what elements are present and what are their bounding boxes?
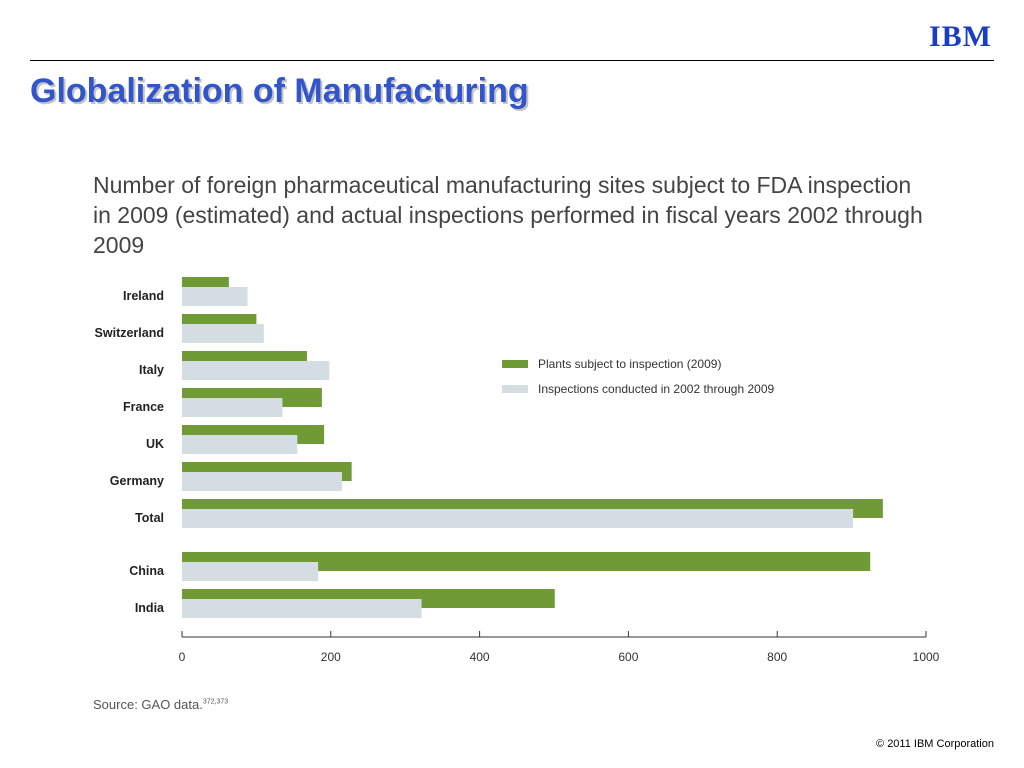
bar-france-inspections: [182, 398, 283, 417]
x-tick-label-200: 200: [321, 650, 341, 664]
category-label-switzerland: Switzerland: [95, 326, 164, 340]
slide-title: Globalization of Manufacturing: [30, 72, 529, 110]
legend-label-plants: Plants subject to inspection (2009): [538, 357, 721, 371]
legend-label-inspections: Inspections conducted in 2002 through 20…: [538, 382, 775, 396]
footer-copyright: © 2011 IBM Corporation: [876, 738, 994, 750]
x-tick-label-0: 0: [179, 650, 186, 664]
category-label-italy: Italy: [139, 363, 164, 377]
category-label-total: Total: [135, 511, 164, 525]
bar-switzerland-inspections: [182, 324, 264, 343]
source-note: Source: GAO data.372,373: [93, 697, 228, 712]
legend-swatch-inspections: [502, 385, 528, 393]
bar-india-inspections: [182, 599, 422, 618]
source-refs: 372,373: [202, 698, 229, 706]
ibm-logo: IBM: [927, 20, 994, 53]
category-label-france: France: [123, 400, 164, 414]
bar-ireland-inspections: [182, 287, 248, 306]
chart-title: Number of foreign pharmaceutical manufac…: [93, 172, 923, 258]
bar-uk-inspections: [182, 435, 298, 454]
header-divider: [30, 60, 994, 61]
bar-italy-inspections: [182, 361, 330, 380]
x-tick-label-400: 400: [470, 650, 490, 664]
legend-swatch-plants: [502, 360, 528, 368]
category-label-uk: UK: [146, 437, 164, 451]
x-tick-label-600: 600: [618, 650, 638, 664]
source-text: Source: GAO data.: [93, 697, 203, 712]
bar-germany-inspections: [182, 472, 342, 491]
category-label-ireland: Ireland: [123, 289, 164, 303]
x-tick-label-1000: 1000: [913, 650, 940, 664]
bar-total-inspections: [182, 509, 854, 528]
bar-china-inspections: [182, 562, 319, 581]
category-label-germany: Germany: [110, 474, 164, 488]
bar-china-plants: [182, 552, 871, 571]
x-tick-label-800: 800: [767, 650, 787, 664]
category-label-india: India: [135, 601, 165, 615]
category-label-china: China: [129, 564, 165, 578]
